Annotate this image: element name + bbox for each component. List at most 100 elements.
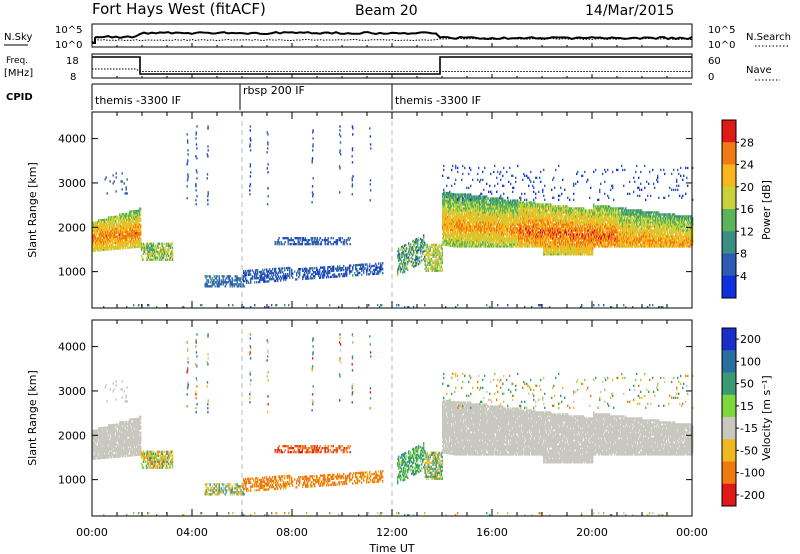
power-cell [357, 271, 359, 275]
power-cell [489, 211, 491, 214]
power-cell [458, 209, 460, 212]
power-cell [516, 213, 518, 216]
power-cell [302, 269, 304, 273]
power-cell [473, 211, 475, 214]
power-cell [451, 202, 453, 205]
power-cell [334, 275, 336, 278]
power-cell [542, 215, 544, 218]
power-cell [476, 239, 478, 242]
power-cell [550, 247, 552, 250]
power-cell [462, 209, 464, 212]
power-cell [534, 235, 536, 238]
power-cell [541, 213, 543, 216]
power-cell [551, 211, 553, 214]
power-cell [503, 201, 505, 204]
power-cell [105, 244, 107, 247]
power-cell [480, 219, 482, 222]
power-cell [316, 237, 318, 240]
power-cell [278, 237, 280, 240]
power-cell [505, 199, 507, 202]
power-cell [421, 239, 423, 242]
power-cell [491, 245, 493, 248]
power-cell [398, 251, 400, 254]
power-cell [403, 246, 405, 250]
power-cell [133, 222, 135, 225]
power-cell [496, 199, 498, 202]
power-cell [119, 225, 121, 228]
power-cell [530, 205, 532, 208]
power-cell [118, 239, 120, 242]
power-cell [417, 243, 419, 246]
power-cell [428, 249, 430, 252]
power-cell [98, 247, 100, 250]
power-cell [431, 259, 433, 262]
power-cell [404, 266, 406, 269]
power-cell [137, 213, 139, 217]
power-cell [535, 229, 537, 232]
power-cell [474, 201, 476, 204]
power-cell [546, 241, 548, 244]
power-cell [519, 223, 521, 226]
power-cell [306, 271, 308, 274]
power-cell [331, 275, 333, 278]
nsearch-tick-bottom: 10^0 [708, 40, 735, 51]
power-cell [161, 256, 164, 259]
power-cell [542, 217, 544, 220]
power-cell [289, 272, 291, 275]
power-cell [504, 243, 506, 246]
power-cell [507, 233, 509, 236]
power-cell [309, 243, 311, 246]
power-cell [442, 211, 444, 214]
power-cell [448, 210, 450, 213]
power-cell [104, 222, 106, 225]
power-cell [459, 217, 461, 220]
power-cell [518, 201, 520, 204]
power-cell [512, 235, 514, 238]
power-cell [118, 227, 120, 230]
power-cell [560, 235, 562, 238]
power-cell [229, 279, 231, 282]
power-cell [457, 231, 459, 234]
power-cell [477, 213, 479, 216]
power-cell [148, 258, 151, 261]
power-cell [548, 219, 550, 222]
power-cell [527, 201, 529, 204]
power-cell [500, 237, 502, 240]
power-cell [113, 237, 115, 241]
power-cell [541, 225, 543, 228]
power-cell [520, 205, 522, 208]
power-cell [425, 245, 427, 248]
power-cell [463, 237, 465, 240]
power-cell [533, 207, 535, 210]
power-cell [464, 215, 466, 218]
power-cell [468, 231, 470, 234]
power-cell [271, 270, 273, 273]
power-cell [517, 207, 519, 210]
power-cell [491, 223, 493, 226]
power-cell [489, 203, 491, 206]
power-cell [491, 233, 493, 236]
power-cell [523, 233, 525, 236]
power-cell [238, 279, 240, 282]
power-cell [553, 225, 555, 228]
power-cell [114, 235, 116, 239]
power-cell [355, 266, 357, 269]
power-cell [436, 265, 438, 268]
power-cell [105, 218, 107, 221]
power-cell [476, 221, 478, 224]
power-cell [538, 209, 540, 212]
power-cell [524, 235, 526, 238]
power-cell [531, 205, 533, 208]
power-cell [108, 248, 110, 251]
power-cell [566, 243, 568, 246]
power-cell [537, 209, 539, 212]
power-cell [137, 211, 139, 215]
power-cell [122, 219, 124, 222]
power-cell [517, 235, 519, 238]
power-cell [559, 239, 561, 242]
power-cell [290, 239, 292, 242]
power-cell [528, 215, 530, 218]
power-cell [171, 246, 174, 249]
power-cell [488, 207, 490, 210]
power-cell [453, 197, 455, 200]
